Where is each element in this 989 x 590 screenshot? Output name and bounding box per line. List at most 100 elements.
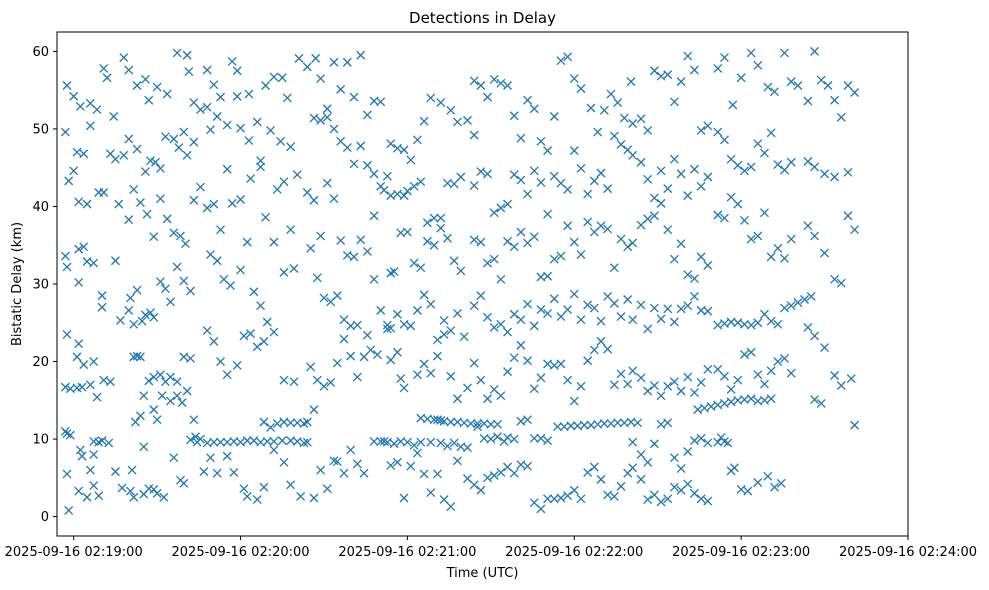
data-point — [155, 194, 165, 204]
data-point — [272, 419, 282, 429]
data-point — [473, 422, 482, 432]
data-point — [649, 381, 659, 391]
data-point — [422, 218, 432, 228]
data-point — [436, 213, 446, 223]
data-point — [179, 352, 189, 362]
data-point — [696, 378, 706, 387]
data-point — [150, 157, 160, 167]
data-point — [261, 81, 271, 90]
data-point — [719, 53, 729, 63]
data-point — [289, 264, 299, 273]
data-point — [753, 478, 763, 487]
data-point — [155, 164, 165, 173]
data-point — [232, 360, 242, 370]
data-point — [509, 111, 519, 121]
data-point — [212, 468, 222, 478]
data-point — [89, 450, 99, 460]
data-point — [483, 473, 492, 483]
data-point — [843, 167, 853, 177]
data-point — [149, 405, 159, 415]
data-point — [623, 242, 633, 252]
data-point — [516, 460, 526, 470]
data-point — [227, 198, 237, 208]
data-point — [780, 353, 789, 363]
data-point — [496, 391, 506, 401]
data-point — [386, 139, 396, 149]
data-point — [336, 84, 346, 94]
data-point — [676, 464, 686, 474]
data-point — [536, 373, 546, 383]
data-point — [256, 156, 266, 166]
data-point — [266, 126, 276, 135]
data-point — [286, 418, 296, 428]
data-point — [152, 488, 162, 498]
data-point — [503, 236, 512, 246]
data-point — [227, 57, 237, 66]
data-point — [279, 457, 289, 467]
data-point — [463, 383, 472, 393]
data-point — [469, 235, 479, 245]
data-point — [603, 224, 613, 234]
data-point — [259, 417, 269, 427]
data-point — [628, 463, 638, 473]
data-point — [589, 303, 599, 313]
data-point — [523, 415, 533, 425]
data-point — [212, 112, 222, 121]
data-point — [806, 291, 816, 301]
data-point — [656, 497, 666, 507]
data-point — [830, 371, 840, 380]
data-point — [719, 371, 729, 381]
data-point — [733, 199, 743, 209]
data-point — [124, 305, 134, 315]
data-point — [596, 168, 606, 178]
data-point — [429, 240, 439, 250]
data-point — [786, 301, 796, 311]
data-point — [453, 309, 462, 318]
data-point — [780, 253, 789, 263]
chart-title: Detections in Delay — [409, 9, 556, 27]
data-point — [82, 199, 92, 209]
data-point — [342, 143, 352, 152]
data-point — [463, 115, 472, 125]
data-point — [609, 380, 619, 390]
data-point — [261, 212, 271, 222]
data-point — [676, 169, 686, 179]
data-point — [292, 170, 302, 180]
data-point — [85, 121, 95, 131]
data-point — [770, 482, 779, 492]
data-point — [616, 234, 626, 244]
data-point — [628, 150, 638, 160]
data-point — [589, 345, 599, 355]
data-point — [726, 384, 736, 394]
data-point — [503, 327, 512, 337]
data-point — [656, 71, 666, 81]
data-point — [436, 98, 446, 108]
data-point — [306, 362, 316, 372]
data-point — [244, 89, 254, 99]
data-point — [259, 336, 269, 346]
y-tick-label: 10 — [32, 433, 49, 448]
data-point — [669, 453, 679, 463]
data-point — [72, 352, 82, 362]
data-point — [549, 294, 559, 304]
data-point — [322, 178, 332, 188]
data-point — [176, 231, 185, 241]
data-point — [152, 82, 162, 92]
data-point — [239, 331, 249, 341]
data-point — [177, 398, 187, 408]
data-point — [145, 308, 155, 318]
data-point — [563, 491, 573, 501]
data-point — [449, 438, 459, 448]
data-point — [292, 436, 302, 446]
data-point — [339, 334, 349, 344]
data-point — [563, 375, 573, 385]
data-point — [432, 415, 442, 425]
data-point — [246, 174, 256, 184]
data-point — [279, 177, 289, 187]
data-point — [603, 490, 613, 500]
data-point — [623, 379, 633, 389]
data-point — [382, 437, 392, 447]
data-point — [843, 81, 853, 90]
data-point — [246, 329, 256, 339]
data-point — [302, 62, 312, 72]
